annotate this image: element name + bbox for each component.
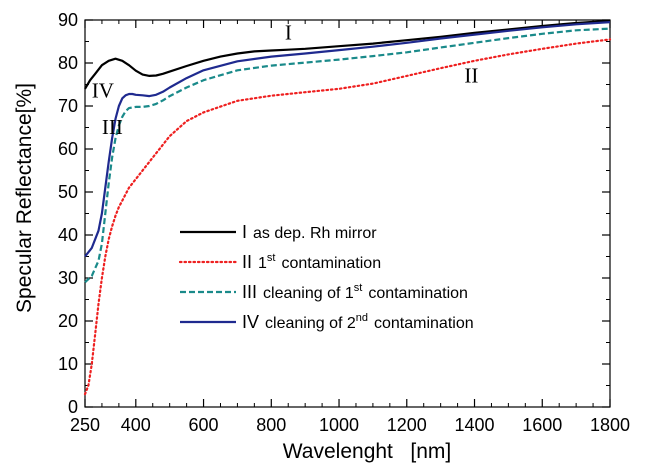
y-tick-label: 30 [58, 268, 78, 288]
series-line-iv [84, 21, 611, 258]
x-tick-label: 1000 [319, 415, 359, 435]
x-tick-label: 1800 [590, 415, 630, 435]
y-axis-ticks: 0 10 20 30 40 50 60 70 80 90 [58, 10, 610, 417]
plot-area [84, 19, 611, 408]
curve-label-iii: III [102, 115, 123, 139]
y-tick-label: 0 [68, 397, 78, 417]
curve-label-iv: IV [92, 78, 114, 102]
y-tick-label: 60 [58, 139, 78, 159]
y-tick-label: 70 [58, 96, 78, 116]
x-tick-label: 1400 [454, 415, 494, 435]
x-tick-label: 1600 [522, 415, 562, 435]
x-tick-label: 800 [256, 415, 286, 435]
x-tick-label: 400 [121, 415, 151, 435]
x-tick-label: 600 [189, 415, 219, 435]
legend-entry-iii: III cleaning of 1st contamination [242, 282, 468, 302]
x-tick-label: 1200 [387, 415, 427, 435]
y-tick-label: 20 [58, 311, 78, 331]
y-tick-label: 40 [58, 225, 78, 245]
legend-entry-iv: IV cleaning of 2nd contamination [242, 312, 474, 332]
x-tick-label: 250 [70, 415, 100, 435]
series-line-i [84, 19, 611, 90]
curve-label-ii: II [464, 63, 478, 87]
y-tick-label: 80 [58, 53, 78, 73]
x-axis-title: Wavelenght [nm] [283, 440, 451, 463]
series-layer [83, 19, 612, 396]
plot-frame [84, 19, 611, 408]
y-tick-label: 10 [58, 354, 78, 374]
y-axis-title: Specular Reflectance[%] [13, 83, 36, 313]
series-line-iii [84, 27, 611, 284]
y-tick-label: 90 [58, 10, 78, 30]
legend-entry-ii: II 1st contamination [242, 252, 381, 272]
series-line-ii [83, 38, 612, 396]
x-axis-ticks: 250 400 600 800 1000 1200 1400 1600 1800 [70, 20, 630, 435]
curve-label-i: I [285, 20, 292, 44]
y-tick-label: 50 [58, 182, 78, 202]
